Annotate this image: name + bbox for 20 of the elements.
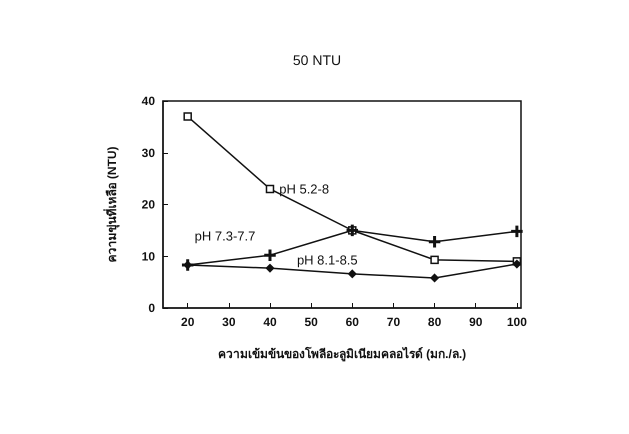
y-tick-label: 10 — [142, 249, 156, 264]
x-tick-label: 20 — [181, 315, 195, 329]
series-label: pH 8.1-8.5 — [296, 252, 358, 268]
x-tick-label: 100 — [506, 315, 528, 329]
series-label: pH 5.2-8 — [279, 181, 330, 196]
y-tick-label: 0 — [148, 301, 156, 315]
x-tick-label: 80 — [428, 315, 442, 329]
y-tick-label: 40 — [142, 94, 156, 108]
x-tick-label: 60 — [346, 315, 360, 329]
x-axis-title: ความเข้มข้นของโพลีอะลูมิเนียมคลอไรด์ (มก./ล.) — [218, 346, 466, 362]
x-tick-label: 30 — [222, 315, 236, 329]
y-tick-label: 30 — [142, 146, 156, 160]
y-axis-title: ความขุ่นที่เหลือ (NTU) — [103, 146, 120, 262]
series-label: pH 7.3-7.7 — [194, 228, 256, 244]
x-tick-label: 50 — [304, 315, 318, 329]
x-tick-label: 40 — [263, 315, 277, 329]
x-tick-label: 70 — [386, 315, 400, 329]
chart-title: 50 NTU — [292, 52, 342, 68]
y-tick-label: 20 — [142, 198, 156, 212]
x-tick-label: 90 — [469, 315, 483, 329]
